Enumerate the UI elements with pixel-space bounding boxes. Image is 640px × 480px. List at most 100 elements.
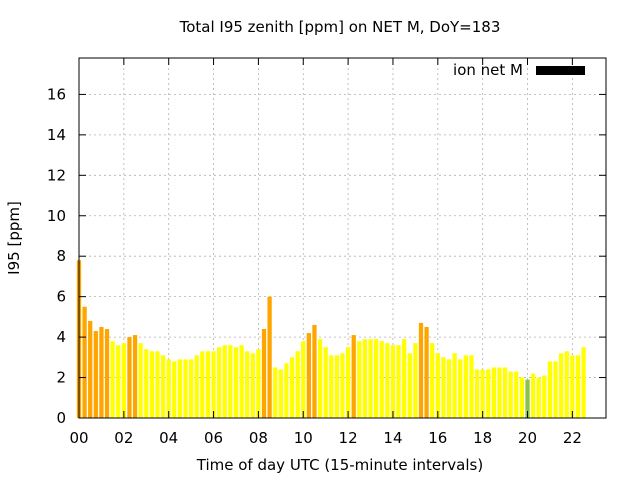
- bar: [491, 367, 497, 418]
- bar: [295, 351, 300, 418]
- bar: [452, 353, 457, 418]
- bar: [273, 367, 278, 418]
- bar: [172, 361, 177, 418]
- legend: ion net M: [453, 61, 585, 79]
- bar: [301, 341, 306, 418]
- bar: [463, 355, 468, 418]
- x-tick-label: 18: [473, 429, 492, 447]
- bar: [542, 375, 547, 418]
- bar: [155, 351, 160, 418]
- bar: [474, 369, 480, 418]
- x-tick-label: 08: [249, 429, 268, 447]
- y-tick-label: 16: [47, 85, 66, 103]
- bar: [486, 369, 491, 418]
- bar: [284, 363, 289, 418]
- bar: [312, 324, 317, 418]
- bar: [233, 347, 239, 418]
- y-tick-label: 6: [56, 288, 66, 306]
- bar: [132, 335, 138, 418]
- bar: [357, 341, 362, 418]
- x-tick-label: 12: [339, 429, 358, 447]
- x-tick-label: 20: [518, 429, 537, 447]
- chart-title: Total I95 zenith [ppm] on NET M, DoY=183: [179, 18, 501, 36]
- bar: [217, 347, 222, 418]
- bar: [407, 353, 412, 418]
- bar: [390, 345, 396, 418]
- bar: [177, 359, 183, 418]
- bar: [160, 355, 166, 418]
- bar: [317, 339, 323, 418]
- bar: [502, 367, 508, 418]
- bar: [93, 331, 98, 418]
- legend-label: ion net M: [453, 61, 523, 79]
- plot-frame: [78, 57, 607, 419]
- bar: [564, 351, 569, 418]
- y-tick-label: 12: [47, 166, 66, 184]
- bar: [121, 343, 126, 418]
- bar: [323, 347, 328, 418]
- bar: [127, 337, 132, 418]
- x-tick-label: 16: [428, 429, 447, 447]
- bar: [289, 357, 295, 418]
- bar: [116, 345, 121, 418]
- bar: [334, 355, 340, 418]
- y-tick-label: 2: [56, 369, 66, 387]
- bar: [267, 296, 272, 418]
- bar: [480, 369, 485, 418]
- bar: [183, 359, 188, 418]
- bar: [261, 329, 267, 418]
- bar: [211, 351, 216, 418]
- bar: [525, 379, 530, 418]
- bar: [430, 343, 435, 418]
- bars-group: [76, 260, 586, 418]
- bar: [374, 339, 379, 418]
- bar: [435, 353, 440, 418]
- bar: [547, 361, 553, 418]
- bar: [110, 341, 115, 418]
- bar: [245, 351, 250, 418]
- bar: [396, 345, 401, 418]
- bar: [379, 341, 384, 418]
- bar: [345, 347, 351, 418]
- bar: [306, 333, 311, 418]
- bar: [402, 339, 407, 418]
- bar: [519, 377, 525, 418]
- bar: [385, 343, 390, 418]
- x-tick-label: 02: [114, 429, 133, 447]
- x-tick-label: 14: [383, 429, 402, 447]
- bar: [446, 359, 452, 418]
- bar: [82, 306, 87, 418]
- x-tick-label: 06: [204, 429, 223, 447]
- bar: [239, 345, 244, 418]
- y-tick-label: 4: [56, 328, 66, 346]
- x-axis-label: Time of day UTC (15-minute intervals): [196, 456, 483, 474]
- bar: [99, 326, 104, 418]
- bar: [329, 355, 334, 418]
- bar: [441, 357, 446, 418]
- y-tick-label: 8: [56, 247, 66, 265]
- bar: [278, 369, 283, 418]
- bar: [508, 371, 513, 418]
- bar: [250, 353, 255, 418]
- legend-swatch: [536, 66, 585, 75]
- bar: [570, 355, 575, 418]
- bar: [559, 353, 564, 418]
- bar: [104, 329, 110, 418]
- bar: [536, 377, 541, 418]
- y-tick-label: 10: [47, 207, 66, 225]
- y-tick-label: 0: [56, 409, 66, 427]
- bar: [458, 359, 463, 418]
- bar: [497, 367, 502, 418]
- y-axis-label: I95 [ppm]: [5, 201, 23, 275]
- bar: [418, 322, 424, 418]
- bar: [205, 351, 211, 418]
- bar: [530, 373, 536, 418]
- bar: [138, 343, 143, 418]
- bar: [222, 345, 227, 418]
- x-tick-label: 10: [294, 429, 313, 447]
- bar: [413, 343, 418, 418]
- grid-lines: [79, 58, 606, 418]
- bar: [340, 353, 345, 418]
